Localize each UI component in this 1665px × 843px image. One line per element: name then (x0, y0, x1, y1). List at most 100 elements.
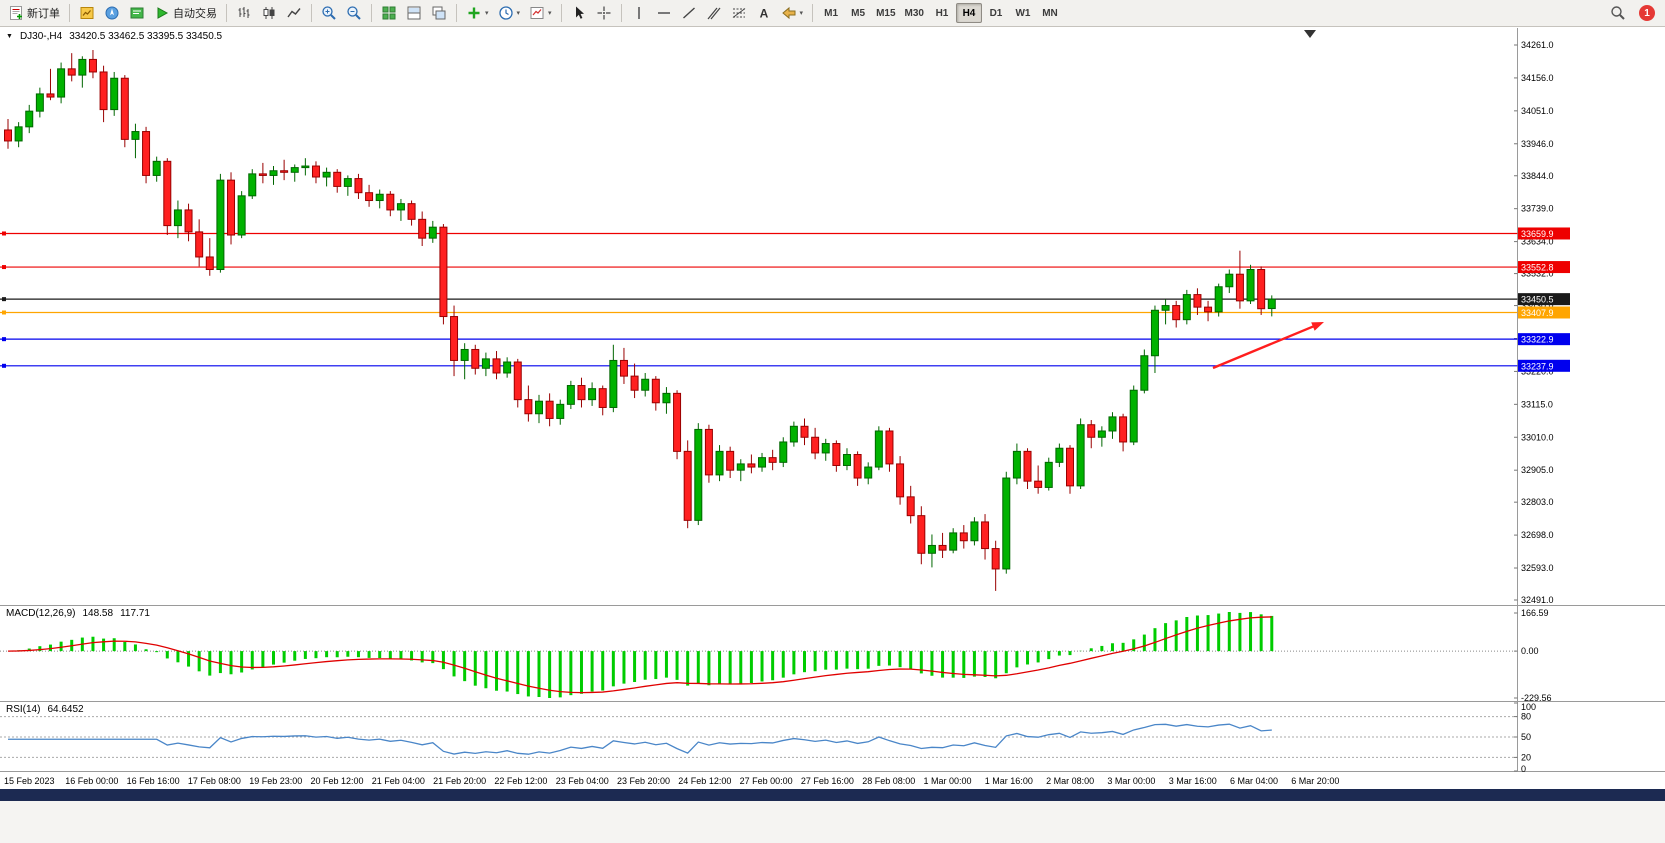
tab-timeframe-w1[interactable]: W1 (1010, 3, 1036, 23)
new-order-button[interactable]: 新订单 (4, 2, 64, 24)
crosshair-icon (596, 5, 612, 21)
below-window-area (0, 801, 1665, 843)
zoom-out-button[interactable] (342, 2, 366, 24)
svg-text:32905.0: 32905.0 (1521, 465, 1554, 475)
trend-arrow[interactable] (1212, 322, 1324, 370)
tab-timeframe-h1[interactable]: H1 (929, 3, 955, 23)
trendline-button[interactable] (677, 2, 701, 24)
bar-chart-button[interactable] (232, 2, 256, 24)
text-tool-button[interactable]: A (752, 2, 776, 24)
vertical-line-button[interactable] (627, 2, 651, 24)
new-order-label: 新订单 (27, 8, 60, 20)
fibonacci-icon (731, 5, 747, 21)
arrows-tool-button[interactable]: ▾ (777, 2, 808, 24)
candlestick-chart-button[interactable] (257, 2, 281, 24)
candlestick-icon (261, 5, 277, 21)
svg-text:33552.8: 33552.8 (1521, 263, 1554, 273)
chart-menu-arrow-icon[interactable]: ▼ (6, 33, 13, 40)
time-label: 27 Feb 16:00 (800, 776, 854, 786)
time-label: 27 Feb 00:00 (739, 776, 793, 786)
tab-timeframe-d1[interactable]: D1 (983, 3, 1009, 23)
chevron-down-icon: ▾ (516, 9, 521, 17)
tile-horizontal-button[interactable] (402, 2, 426, 24)
time-label: 21 Feb 04:00 (371, 776, 425, 786)
candlestick-series (4, 50, 1276, 591)
text-tool-icon: A (756, 5, 772, 21)
new-order-icon (8, 5, 24, 21)
zoom-in-button[interactable] (317, 2, 341, 24)
svg-text:32803.0: 32803.0 (1521, 497, 1554, 507)
toolbar-separator (456, 4, 457, 22)
time-label: 23 Feb 20:00 (617, 776, 671, 786)
svg-text:33430.0: 33430.0 (1521, 301, 1554, 311)
svg-text:34051.0: 34051.0 (1521, 106, 1554, 116)
tab-timeframe-mn[interactable]: MN (1037, 3, 1063, 23)
crosshair-button[interactable] (592, 2, 616, 24)
svg-text:33322.9: 33322.9 (1521, 335, 1554, 345)
cascade-windows-button[interactable] (427, 2, 451, 24)
svg-text:33407.9: 33407.9 (1521, 308, 1554, 318)
cascade-icon (431, 5, 447, 21)
time-label: 3 Mar 00:00 (1107, 776, 1156, 786)
search-button[interactable] (1606, 2, 1630, 24)
tab-timeframe-m30[interactable]: M30 (901, 3, 928, 23)
arrow-shape-icon (781, 5, 797, 21)
svg-text:100: 100 (1521, 702, 1536, 712)
tile-windows-button[interactable] (377, 2, 401, 24)
ohlc-bars-icon (236, 5, 252, 21)
cursor-icon (571, 5, 587, 21)
line-chart-button[interactable] (282, 2, 306, 24)
channel-button[interactable] (702, 2, 726, 24)
chart-symbol-period: DJ30-,H4 (19, 31, 63, 42)
line-chart-icon (286, 5, 302, 21)
horizontal-line-button[interactable] (652, 2, 676, 24)
svg-text:33659.9: 33659.9 (1521, 229, 1554, 239)
notification-badge[interactable]: 1 (1639, 5, 1655, 21)
main-toolbar: 新订单 自动交易 (0, 0, 1665, 27)
templates-button[interactable]: ▾ (525, 2, 556, 24)
macd-signal-value: 117.71 (120, 608, 150, 619)
cursor-button[interactable] (567, 2, 591, 24)
toolbar-separator (69, 4, 70, 22)
time-label: 2 Mar 08:00 (1046, 776, 1095, 786)
terminal-button[interactable] (125, 2, 149, 24)
time-label: 17 Feb 08:00 (187, 776, 241, 786)
chart-shift-marker[interactable] (1304, 30, 1316, 38)
tab-timeframe-m5[interactable]: M5 (845, 3, 871, 23)
chevron-down-icon: ▾ (799, 9, 804, 17)
indicators-button[interactable]: ▾ (462, 2, 493, 24)
toolbar-separator (812, 4, 814, 22)
navigator-button[interactable] (100, 2, 124, 24)
market-watch-button[interactable] (75, 2, 99, 24)
toolbar-separator (620, 4, 622, 22)
time-label: 21 Feb 20:00 (433, 776, 487, 786)
auto-trading-button[interactable]: 自动交易 (150, 2, 221, 24)
toolbar-separator (371, 4, 372, 22)
tab-timeframe-m1[interactable]: M1 (818, 3, 844, 23)
time-label: 16 Feb 16:00 (126, 776, 180, 786)
svg-text:33450.5: 33450.5 (1521, 295, 1554, 305)
tile-grid-icon (381, 5, 397, 21)
rsi-header: RSI(14) 64.6452 (6, 704, 84, 715)
panel-frames (0, 28, 1665, 772)
svg-text:34156.0: 34156.0 (1521, 73, 1554, 83)
indicators-plus-icon (466, 5, 482, 21)
trendline-icon (681, 5, 697, 21)
auto-trading-icon (154, 5, 170, 21)
svg-text:32698.0: 32698.0 (1521, 530, 1554, 540)
tile-horizontal-icon (406, 5, 422, 21)
tab-timeframe-h4[interactable]: H4 (955, 3, 982, 23)
time-label: 19 Feb 23:00 (249, 776, 303, 786)
horizontal-line-icon (656, 5, 672, 21)
time-label: 15 Feb 2023 (4, 776, 55, 786)
fibonacci-button[interactable] (727, 2, 751, 24)
chevron-down-icon: ▾ (548, 9, 552, 17)
tab-timeframe-m15[interactable]: M15 (872, 3, 899, 23)
periods-button[interactable]: ▾ (494, 2, 525, 24)
svg-text:33634.0: 33634.0 (1521, 237, 1554, 247)
time-axis[interactable]: 15 Feb 2023 16 Feb 00:00 16 Feb 16:00 17 Fe… (0, 772, 1665, 789)
auto-trading-label: 自动交易 (173, 8, 217, 20)
macd-main-value: 148.58 (82, 608, 114, 619)
chevron-down-icon: ▾ (485, 9, 489, 17)
